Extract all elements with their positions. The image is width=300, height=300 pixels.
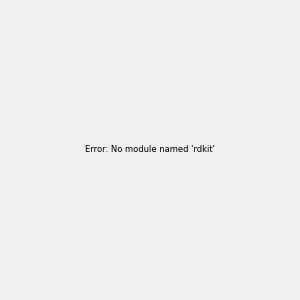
Text: Error: No module named 'rdkit': Error: No module named 'rdkit'	[85, 146, 215, 154]
